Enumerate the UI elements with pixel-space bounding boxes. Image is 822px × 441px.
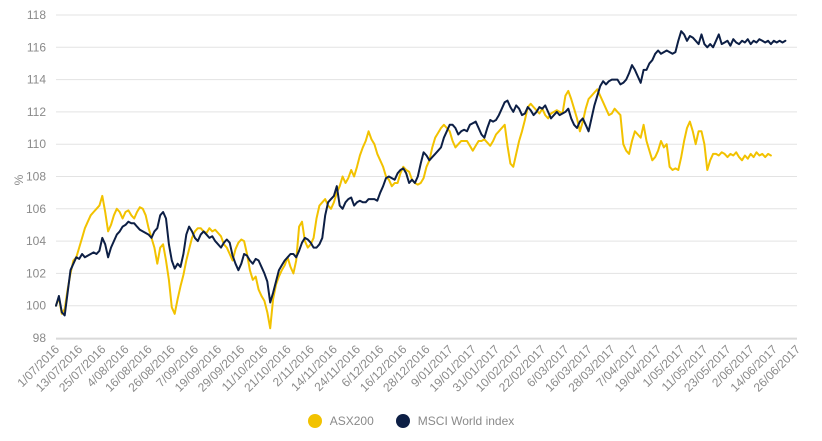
y-tick-label: 100 — [26, 299, 46, 313]
legend-marker-msci-world — [395, 414, 410, 428]
y-tick-label: 114 — [27, 73, 46, 87]
legend-item-msci-world[interactable]: MSCI World index — [395, 414, 515, 428]
y-tick-label: 98 — [33, 331, 47, 345]
y-tick-label: 104 — [26, 234, 46, 248]
y-axis-ticks: 98 100 102 104 106 108 110 112 114 116 118 — [26, 8, 46, 345]
y-tick-label: 110 — [27, 137, 46, 151]
y-tick-label: 116 — [27, 40, 46, 54]
legend: ASX200 MSCI World index — [0, 410, 822, 432]
y-tick-label: 106 — [26, 202, 46, 216]
y-tick-label: 102 — [26, 266, 46, 280]
legend-label-asx200: ASX200 — [329, 414, 374, 428]
y-tick-label: 108 — [26, 170, 46, 184]
gridlines — [56, 14, 797, 340]
legend-item-asx200[interactable]: ASX200 — [307, 414, 374, 428]
legend-marker-asx200 — [307, 414, 322, 428]
x-axis-ticks: 1/07/201613/07/201625/07/20164/08/201616… — [14, 342, 803, 395]
legend-label-msci-world: MSCI World index — [417, 414, 515, 428]
series-lines — [55, 30, 787, 330]
series-line-msci-world — [55, 30, 787, 317]
y-axis-title: % — [12, 174, 26, 185]
y-tick-label: 112 — [27, 105, 46, 119]
y-tick-label: 118 — [27, 8, 46, 22]
